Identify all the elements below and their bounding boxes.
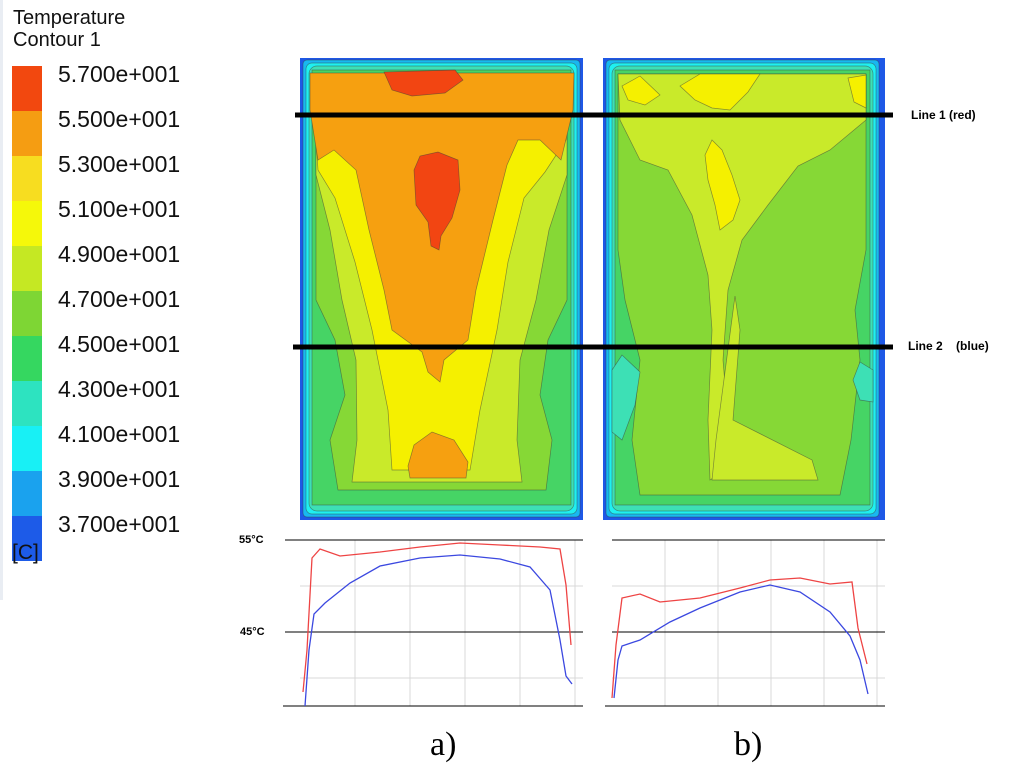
legend-title-line1: Temperature — [13, 7, 126, 29]
legend-swatch — [12, 156, 42, 201]
legend-tick-label: 3.700e+001 — [58, 511, 181, 537]
profile-a-line1-curve — [302, 542, 572, 693]
profile-chart-a — [283, 539, 583, 707]
legend-tick-label: 5.500e+001 — [58, 106, 181, 132]
legend-tick-label: 4.700e+001 — [58, 286, 181, 312]
profile-b-line1-curve — [611, 577, 868, 699]
contour-panel-b — [603, 58, 885, 520]
legend-tick-label: 4.100e+001 — [58, 421, 181, 447]
contour-region-c53 — [847, 74, 867, 109]
profile-b-line2-curve — [613, 584, 869, 699]
legend-tick-label: 5.100e+001 — [58, 196, 181, 222]
legend-tick-label: 4.900e+001 — [58, 241, 181, 267]
line-2-label: Line 2 (blue) — [908, 339, 989, 353]
contour-region-c57 — [413, 151, 461, 251]
legend-swatch — [12, 426, 42, 471]
profile-y-label-55: 55°C — [239, 534, 264, 546]
legend-swatch — [12, 111, 42, 156]
legend-swatch — [12, 471, 42, 516]
legend-swatch — [12, 381, 42, 426]
legend-tick-label: 4.500e+001 — [58, 331, 181, 357]
contour-region-c57 — [383, 69, 464, 97]
legend-title-line2: Contour 1 — [13, 29, 101, 51]
profile-y-label-45: 45°C — [240, 626, 265, 638]
legend-swatch — [12, 516, 42, 561]
legend-tick-label: 3.900e+001 — [58, 466, 181, 492]
legend-tick-label: 5.700e+001 — [58, 61, 181, 87]
panel-label-b: b) — [734, 726, 763, 763]
contour-panel-a — [300, 58, 583, 520]
legend-swatch — [12, 336, 42, 381]
profile-chart-b — [605, 539, 885, 707]
contour-region-c45 — [611, 354, 641, 441]
contour-region-c53 — [679, 73, 761, 111]
line-2-label-name: Line 2 — [908, 339, 943, 353]
contour-region-c53 — [621, 75, 661, 106]
contour-region-c45 — [852, 361, 874, 403]
legend-swatch — [12, 291, 42, 336]
panel-label-a: a) — [430, 726, 457, 763]
contour-region-c55 — [407, 431, 469, 479]
legend-side-bar — [0, 0, 3, 600]
profile-a-grid — [300, 540, 583, 706]
legend-swatch — [12, 201, 42, 246]
temperature-legend: Temperature Contour 1 5.700e+001 5.500e+0… — [0, 0, 230, 600]
legend-swatch — [12, 246, 42, 291]
legend-tick-label: 5.300e+001 — [58, 151, 181, 177]
line-2-label-color: (blue) — [956, 339, 989, 353]
line-1-label: Line 1 (red) — [911, 108, 976, 122]
contour-region-c53 — [704, 139, 741, 231]
legend-swatch — [12, 66, 42, 111]
profile-a-line2-curve — [304, 554, 573, 707]
legend-tick-label: 4.300e+001 — [58, 376, 181, 402]
legend-unit: [C] — [12, 541, 39, 564]
profile-b-grid — [612, 540, 885, 706]
